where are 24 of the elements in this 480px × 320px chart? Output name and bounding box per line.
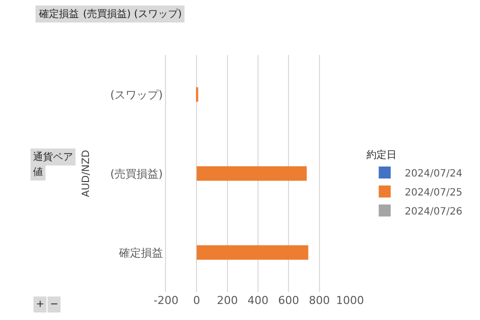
legend-label: 2024/07/24 bbox=[404, 168, 462, 180]
x-tick-label: 200 bbox=[216, 294, 238, 307]
text: + bbox=[36, 299, 44, 310]
text: 値 bbox=[33, 166, 43, 178]
y-axis-title: AUD/NZD bbox=[81, 150, 92, 198]
text: − bbox=[50, 299, 58, 310]
x-tick-label: -200 bbox=[154, 294, 178, 307]
y-tick-label: (スワップ) bbox=[110, 88, 163, 102]
text: (スワップ) bbox=[134, 8, 182, 20]
text: (売買損益) bbox=[83, 8, 131, 20]
x-tick-label: 800 bbox=[308, 294, 330, 307]
bar bbox=[196, 245, 308, 260]
legend-label: 2024/07/25 bbox=[404, 187, 462, 198]
x-tick-label: 600 bbox=[278, 294, 300, 307]
bar bbox=[196, 166, 307, 181]
x-tick-label: 400 bbox=[248, 294, 268, 307]
x-tick-label: 0 bbox=[193, 294, 200, 307]
y-tick-label: 確定損益 bbox=[118, 246, 163, 260]
legend-label: 2024/07/26 bbox=[404, 206, 462, 218]
text: 確定損益 bbox=[38, 8, 79, 20]
y-tick-label: (売買損益) bbox=[110, 167, 163, 180]
legend-title: 約定日 bbox=[366, 149, 397, 162]
x-tick-label: 1000 bbox=[336, 294, 364, 307]
text: 通貨ペア bbox=[33, 151, 73, 163]
